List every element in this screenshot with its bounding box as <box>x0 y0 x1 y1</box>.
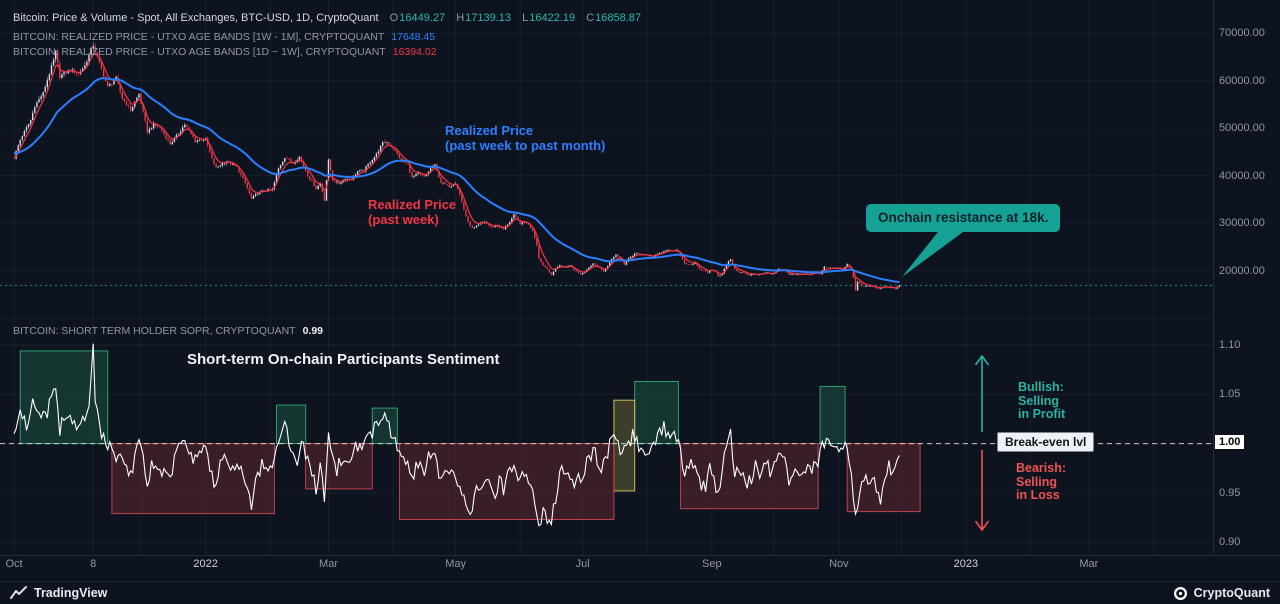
sopr-axis-tick: 1.10 <box>1219 339 1241 351</box>
bullish-annotation[interactable]: Bullish: Selling in Profit <box>1018 380 1066 421</box>
breakeven-label[interactable]: Break-even lvl <box>997 432 1095 452</box>
tradingview-logo-icon <box>10 586 27 599</box>
cryptoquant-attribution[interactable]: CryptoQuant <box>1173 586 1270 601</box>
price-axis-tick: 70000.00 <box>1219 27 1265 40</box>
legend-title: BITCOIN: SHORT TERM HOLDER SOPR, CRYPTOQ… <box>13 325 296 337</box>
time-axis-tick: 8 <box>90 558 97 570</box>
time-axis-tick: Mar <box>1079 558 1099 570</box>
price-legend[interactable]: Bitcoin: Price & Volume - Spot, All Exch… <box>13 12 641 24</box>
cryptoquant-label: CryptoQuant <box>1193 586 1270 600</box>
legend-value: 0.99 <box>302 325 324 337</box>
breakeven-axis-tag: 1.00 <box>1215 435 1245 449</box>
price-legend-title: Bitcoin: Price & Volume - Spot, All Exch… <box>13 12 379 24</box>
legend-title: BITCOIN: REALIZED PRICE - UTXO AGE BANDS… <box>13 31 385 43</box>
legend-value: 17648.45 <box>391 31 436 43</box>
cryptoquant-logo-icon <box>1173 586 1187 600</box>
realized-price-red-annotation[interactable]: Realized Price (past week) <box>368 197 457 227</box>
ohlc-close: C16858.87 <box>586 12 642 24</box>
tradingview-label: TradingView <box>34 586 108 600</box>
onchain-resistance-callout[interactable]: Onchain resistance at 18k. <box>866 204 1061 232</box>
realized-price-1d-1w-legend[interactable]: BITCOIN: REALIZED PRICE - UTXO AGE BANDS… <box>13 46 437 58</box>
footer-bar: TradingView CryptoQuant <box>0 581 1280 604</box>
time-axis-tick: May <box>445 558 466 570</box>
sopr-axis-tick: 0.90 <box>1219 536 1241 549</box>
realized-price-1w-1m-legend[interactable]: BITCOIN: REALIZED PRICE - UTXO AGE BANDS… <box>13 31 435 43</box>
legend-value: 16394.02 <box>392 46 437 58</box>
ohlc-low: L16422.19 <box>522 12 576 24</box>
price-axis-tick: 50000.00 <box>1219 122 1265 135</box>
time-axis-tick: Nov <box>829 558 849 570</box>
time-axis-tick: 2023 <box>953 558 979 570</box>
price-axis-tick: 60000.00 <box>1219 74 1265 87</box>
sopr-panel-title: Short-term On-chain Participants Sentime… <box>187 351 500 368</box>
ohlc-open: O16449.27 <box>389 12 446 24</box>
time-axis-tick: Jul <box>575 558 590 570</box>
price-axis-tick: 40000.00 <box>1219 169 1265 182</box>
price-axis-tick: 20000.00 <box>1219 264 1265 277</box>
time-axis-tick: Mar <box>319 558 339 570</box>
time-axis-tick: 2022 <box>193 558 218 570</box>
ohlc-high: H17139.13 <box>456 12 512 24</box>
bearish-annotation[interactable]: Bearish: Selling in Loss <box>1016 461 1067 502</box>
tradingview-attribution[interactable]: TradingView <box>10 586 107 600</box>
time-axis-tick: Oct <box>5 558 23 570</box>
time-axis-tick: Sep <box>702 558 722 570</box>
chart-canvas[interactable] <box>0 0 1280 556</box>
price-axis-tick: 30000.00 <box>1219 217 1265 230</box>
sopr-axis-tick: 0.95 <box>1219 486 1241 499</box>
realized-price-blue-annotation[interactable]: Realized Price (past week to past month) <box>445 123 606 153</box>
sopr-axis-tick: 1.05 <box>1219 388 1241 401</box>
sopr-legend[interactable]: BITCOIN: SHORT TERM HOLDER SOPR, CRYPTOQ… <box>13 325 323 337</box>
legend-title: BITCOIN: REALIZED PRICE - UTXO AGE BANDS… <box>13 46 386 58</box>
